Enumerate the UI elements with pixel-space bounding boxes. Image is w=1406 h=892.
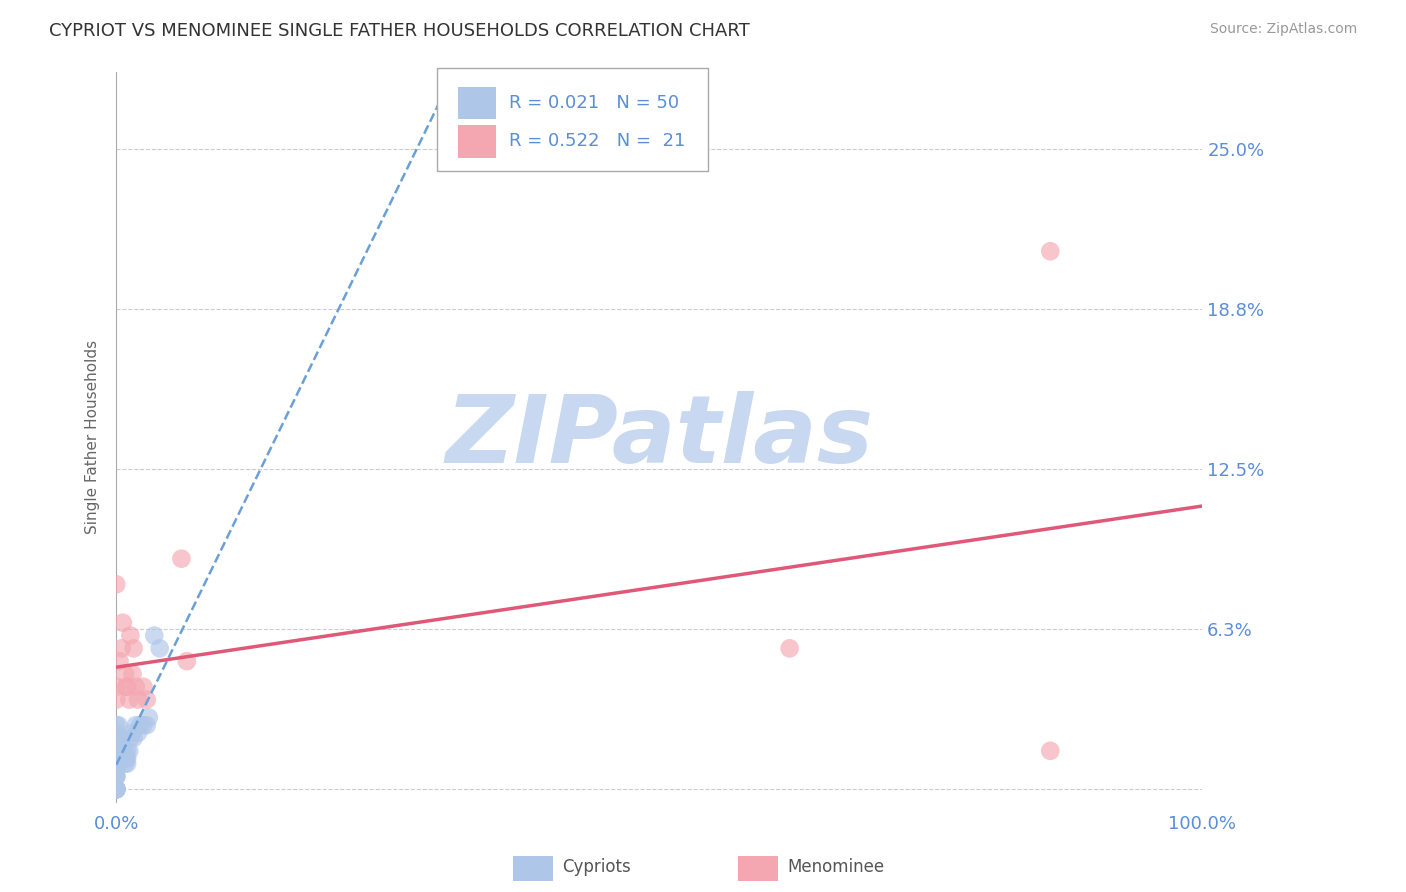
Point (114, 756, 136, 771)
Text: 100.0%: 100.0% (1168, 815, 1236, 833)
Point (115, 751, 138, 765)
Point (132, 680, 155, 694)
Point (107, 718, 129, 732)
Point (125, 680, 148, 694)
Point (105, 782, 128, 797)
Point (149, 641, 172, 656)
Point (118, 692, 141, 706)
Point (779, 641, 801, 656)
Point (143, 628, 166, 642)
Point (108, 731, 131, 745)
Text: Cypriots: Cypriots (562, 858, 631, 876)
Point (105, 769, 128, 783)
Point (111, 751, 134, 765)
Point (105, 762, 128, 776)
Point (105, 577, 128, 591)
Point (120, 628, 142, 642)
Point (105, 756, 128, 771)
Point (105, 731, 128, 745)
Point (108, 654, 131, 668)
Point (122, 641, 145, 656)
Point (105, 718, 128, 732)
Point (105, 756, 128, 771)
Point (115, 744, 138, 758)
Point (105, 736, 128, 750)
Point (115, 756, 138, 771)
Point (138, 710, 160, 724)
Point (105, 762, 128, 776)
Point (118, 744, 141, 758)
Text: R = 0.522   N =  21: R = 0.522 N = 21 (509, 132, 686, 151)
Point (105, 744, 128, 758)
Point (135, 692, 157, 706)
Text: CYPRIOT VS MENOMINEE SINGLE FATHER HOUSEHOLDS CORRELATION CHART: CYPRIOT VS MENOMINEE SINGLE FATHER HOUSE… (49, 22, 749, 40)
Point (111, 641, 134, 656)
Point (105, 751, 128, 765)
Point (1039, 244, 1062, 259)
Point (111, 744, 134, 758)
Point (105, 731, 128, 745)
Point (111, 615, 134, 630)
Text: Source: ZipAtlas.com: Source: ZipAtlas.com (1209, 22, 1357, 37)
Point (105, 726, 128, 740)
Point (115, 751, 138, 765)
Point (112, 744, 135, 758)
Point (105, 680, 128, 694)
Point (105, 782, 128, 797)
Point (107, 731, 129, 745)
Text: 0.0%: 0.0% (94, 815, 139, 833)
Point (132, 718, 155, 732)
FancyBboxPatch shape (458, 87, 496, 120)
Point (121, 667, 143, 681)
FancyBboxPatch shape (458, 125, 496, 158)
Point (105, 769, 128, 783)
Point (127, 726, 149, 740)
FancyBboxPatch shape (437, 69, 709, 170)
Point (105, 782, 128, 797)
Point (170, 551, 193, 566)
Point (176, 654, 198, 668)
Point (114, 667, 136, 681)
Point (105, 769, 128, 783)
Point (1039, 744, 1062, 758)
Point (105, 782, 128, 797)
Point (110, 736, 132, 750)
Point (105, 782, 128, 797)
Point (105, 748, 128, 763)
Point (122, 731, 145, 745)
Point (105, 782, 128, 797)
Point (121, 726, 143, 740)
Point (127, 692, 149, 706)
Text: ZIPatlas: ZIPatlas (446, 391, 873, 483)
Point (105, 782, 128, 797)
Point (105, 731, 128, 745)
Point (115, 680, 138, 694)
Point (129, 718, 152, 732)
Point (120, 731, 142, 745)
Point (105, 692, 128, 706)
Point (105, 756, 128, 771)
Point (125, 718, 148, 732)
Point (105, 744, 128, 758)
Point (111, 736, 134, 750)
Y-axis label: Single Father Households: Single Father Households (86, 340, 100, 534)
Text: R = 0.021   N = 50: R = 0.021 N = 50 (509, 94, 679, 112)
Point (115, 680, 138, 694)
Text: Menominee: Menominee (787, 858, 884, 876)
Point (135, 718, 157, 732)
